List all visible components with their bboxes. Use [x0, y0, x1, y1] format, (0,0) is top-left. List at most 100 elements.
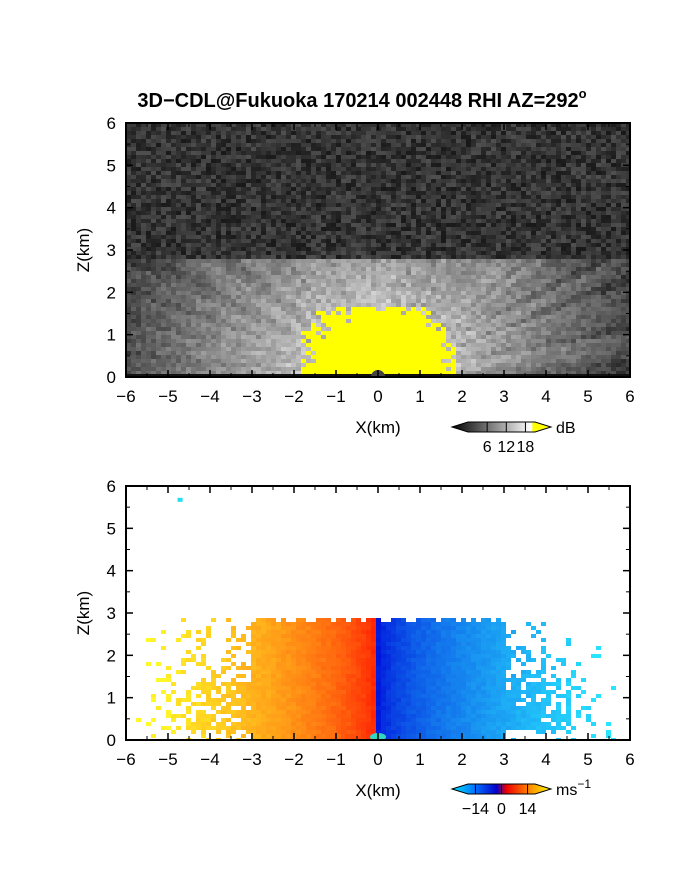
reflectivity-cell: [201, 295, 206, 299]
reflectivity-cell: [591, 199, 596, 203]
reflectivity-cell: [186, 215, 191, 219]
reflectivity-cell: [626, 255, 630, 259]
reflectivity-cell: [276, 135, 281, 139]
reflectivity-cell: [496, 155, 501, 159]
reflectivity-cell: [381, 283, 386, 287]
reflectivity-cell: [126, 167, 131, 171]
reflectivity-cell: [411, 283, 416, 287]
reflectivity-cell: [501, 315, 506, 319]
reflectivity-cell: [201, 123, 206, 127]
reflectivity-cell: [146, 191, 151, 195]
reflectivity-cell: [146, 239, 151, 243]
reflectivity-cell: [206, 171, 211, 175]
reflectivity-cell: [551, 267, 556, 271]
reflectivity-cell: [591, 155, 596, 159]
reflectivity-cell: [516, 127, 521, 131]
reflectivity-cell: [291, 263, 296, 267]
reflectivity-cell: [321, 215, 326, 219]
reflectivity-cell: [561, 299, 566, 303]
reflectivity-cell: [346, 239, 351, 243]
reflectivity-cell: [566, 171, 571, 175]
reflectivity-cell: [221, 167, 226, 171]
reflectivity-cell: [171, 235, 176, 239]
reflectivity-cell: [536, 211, 541, 215]
reflectivity-cell: [211, 307, 216, 311]
reflectivity-cell: [526, 283, 531, 287]
reflectivity-cell: [221, 263, 226, 267]
reflectivity-cell: [236, 319, 241, 323]
reflectivity-cell: [291, 267, 296, 271]
reflectivity-cell: [566, 279, 571, 283]
reflectivity-cell: [171, 247, 176, 251]
reflectivity-cell: [566, 167, 571, 171]
reflectivity-cell: [626, 307, 630, 311]
reflectivity-cell: [231, 143, 236, 147]
reflectivity-cell: [211, 287, 216, 291]
reflectivity-cell: [201, 215, 206, 219]
reflectivity-cell: [321, 139, 326, 143]
reflectivity-cell: [206, 303, 211, 307]
reflectivity-cell: [596, 219, 601, 223]
reflectivity-cell: [151, 203, 156, 207]
reflectivity-cell: [596, 123, 601, 127]
reflectivity-cell: [211, 251, 216, 255]
reflectivity-cell: [186, 319, 191, 323]
reflectivity-cell: [346, 135, 351, 139]
reflectivity-cell: [436, 163, 441, 167]
reflectivity-cell: [581, 175, 586, 179]
reflectivity-cell: [331, 167, 336, 171]
reflectivity-cell: [436, 187, 441, 191]
reflectivity-cell: [621, 147, 626, 151]
reflectivity-cell: [601, 207, 606, 211]
reflectivity-cell: [146, 163, 151, 167]
reflectivity-cell: [371, 195, 376, 199]
reflectivity-cell: [486, 187, 491, 191]
reflectivity-cell: [316, 251, 321, 255]
reflectivity-cell: [516, 131, 521, 135]
reflectivity-cell: [346, 175, 351, 179]
reflectivity-cell: [276, 259, 281, 263]
reflectivity-cell: [451, 127, 456, 131]
reflectivity-cell: [391, 215, 396, 219]
reflectivity-cell: [396, 211, 401, 215]
reflectivity-cell: [366, 235, 371, 239]
reflectivity-cell: [496, 247, 501, 251]
reflectivity-cell: [321, 179, 326, 183]
reflectivity-cell: [561, 307, 566, 311]
reflectivity-cell: [586, 279, 591, 283]
reflectivity-cell: [181, 127, 186, 131]
reflectivity-cell: [471, 231, 476, 235]
reflectivity-cell: [546, 299, 551, 303]
reflectivity-cell: [506, 199, 511, 203]
reflectivity-cell: [611, 203, 616, 207]
reflectivity-cell: [616, 143, 621, 147]
reflectivity-cell: [386, 191, 391, 195]
reflectivity-cell: [496, 183, 501, 187]
reflectivity-cell: [256, 179, 261, 183]
reflectivity-cell: [626, 267, 630, 271]
reflectivity-cell: [471, 275, 476, 279]
reflectivity-cell: [341, 251, 346, 255]
reflectivity-cell: [211, 319, 216, 323]
reflectivity-cell: [206, 219, 211, 223]
reflectivity-cell: [491, 159, 496, 163]
reflectivity-cell: [406, 235, 411, 239]
reflectivity-cell: [381, 183, 386, 187]
reflectivity-cell: [421, 303, 426, 307]
reflectivity-cell: [151, 195, 156, 199]
reflectivity-cell: [391, 187, 396, 191]
reflectivity-cell: [301, 311, 306, 315]
reflectivity-cell: [456, 183, 461, 187]
reflectivity-cell: [196, 303, 201, 307]
reflectivity-cell: [521, 151, 526, 155]
reflectivity-cell: [131, 295, 136, 299]
reflectivity-cell: [576, 163, 581, 167]
reflectivity-cell: [496, 235, 501, 239]
reflectivity-cell: [276, 123, 281, 127]
reflectivity-cell: [501, 131, 506, 135]
reflectivity-cell: [226, 155, 231, 159]
reflectivity-cell: [361, 135, 366, 139]
reflectivity-cell: [176, 227, 181, 231]
reflectivity-cell: [591, 179, 596, 183]
reflectivity-cell: [381, 271, 386, 275]
